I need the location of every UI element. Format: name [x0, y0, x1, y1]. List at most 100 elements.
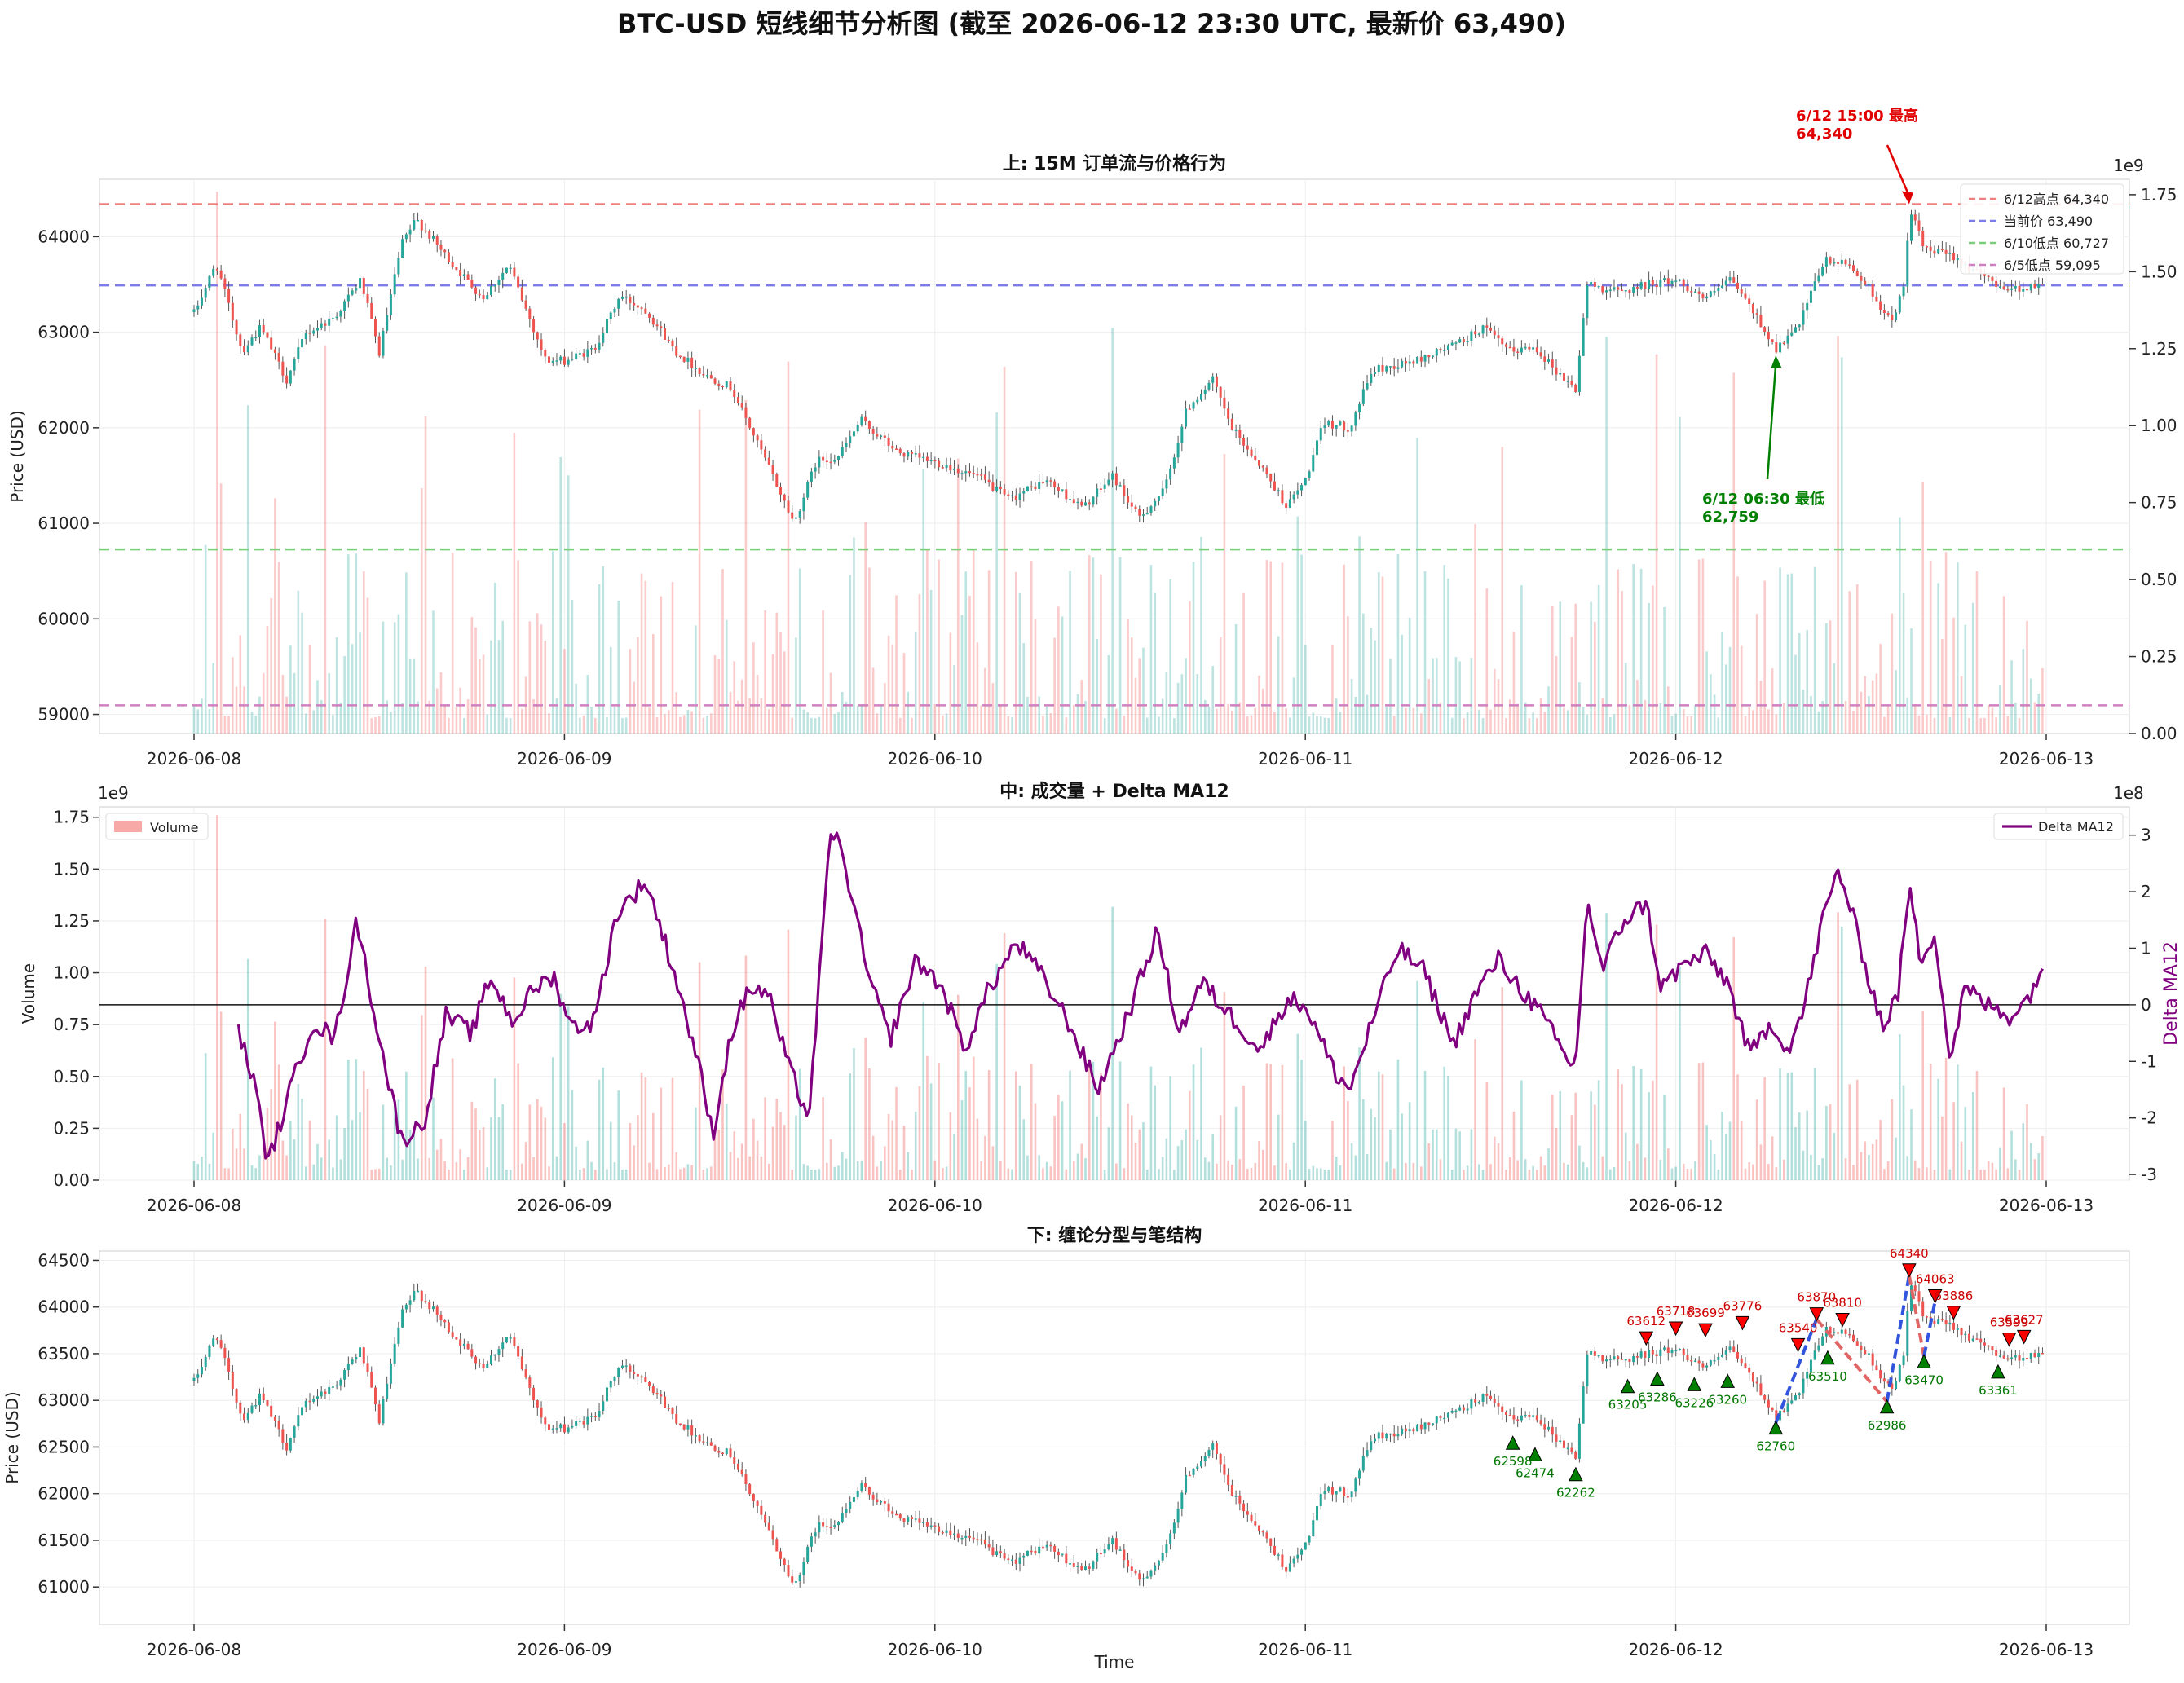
- candle-body: [1123, 485, 1126, 496]
- volume-bar: [725, 619, 728, 734]
- bottom-fractal-marker: [1917, 1354, 1931, 1368]
- candle-body: [895, 448, 898, 450]
- volume-bar: [1080, 679, 1083, 734]
- candle-body: [567, 1427, 570, 1433]
- candle-body: [2041, 284, 2044, 285]
- volume-bar: [1721, 1112, 1723, 1180]
- candle-body: [1767, 1399, 1770, 1408]
- candle-body: [655, 1393, 659, 1395]
- volume-bar: [362, 1070, 365, 1180]
- candle-body: [764, 1514, 767, 1523]
- candle-body: [373, 1387, 377, 1405]
- candle-body: [852, 431, 855, 437]
- candle-body: [1713, 1359, 1716, 1362]
- volume-bar: [1821, 701, 1824, 734]
- candle-body: [1574, 384, 1577, 392]
- candle-body: [1007, 494, 1010, 496]
- volume-bar: [1072, 1161, 1075, 1180]
- candle-body: [424, 230, 427, 232]
- candle-body: [548, 1424, 551, 1430]
- candle-body: [455, 267, 458, 271]
- candle-body: [1724, 1350, 1727, 1355]
- volume-bar: [1732, 936, 1736, 1180]
- candle-body: [1246, 445, 1249, 450]
- volume-bar: [1767, 709, 1770, 734]
- candle-body: [1061, 489, 1064, 491]
- volume-bar: [1775, 714, 1778, 734]
- volume-bar: [432, 610, 435, 734]
- volume-bar: [1408, 1102, 1411, 1180]
- y2-tick-label: 1.75: [2141, 185, 2177, 205]
- candle-body: [1886, 313, 1890, 315]
- volume-bar: [1613, 714, 1616, 734]
- volume-bar: [1327, 1170, 1330, 1180]
- candle-body: [910, 451, 913, 454]
- candle-body: [1432, 355, 1435, 358]
- candle-body: [2006, 289, 2010, 291]
- volume-bar: [1586, 714, 1589, 734]
- candle-body: [1790, 1400, 1794, 1404]
- candle-body: [351, 1359, 354, 1364]
- candle-body: [629, 1365, 632, 1372]
- candle-body: [1512, 1415, 1516, 1420]
- candle-body: [640, 307, 643, 309]
- volume-bar: [818, 1169, 821, 1180]
- candle-body: [555, 1428, 558, 1430]
- volume-bar: [1952, 1102, 1955, 1180]
- volume-bar: [223, 1168, 227, 1180]
- volume-bar: [1983, 717, 1986, 734]
- candle-body: [586, 1416, 589, 1425]
- y2-tick-label: 0.50: [2141, 570, 2177, 589]
- bottom-fractal-marker: [1687, 1377, 1702, 1391]
- candle-body: [219, 270, 223, 279]
- candle-body: [1871, 1353, 1874, 1366]
- volume-bar: [1211, 1134, 1215, 1180]
- candle-body: [1809, 290, 1812, 303]
- candle-body: [1038, 482, 1041, 490]
- bottom-fractal-label: 63205: [1608, 1398, 1648, 1412]
- candle-body: [551, 1428, 554, 1430]
- candle-body: [1138, 1573, 1141, 1580]
- candle-body: [1354, 1478, 1357, 1492]
- candle-body: [575, 353, 578, 359]
- candle-body: [1169, 468, 1172, 480]
- volume-bar: [1289, 717, 1291, 734]
- volume-bar: [532, 698, 535, 734]
- candle-body: [1632, 1355, 1635, 1363]
- bottom-fractal-marker: [1528, 1447, 1542, 1461]
- volume-bar: [1308, 716, 1311, 734]
- candle-body: [401, 1309, 404, 1328]
- volume-bar: [201, 1157, 203, 1180]
- candle-body: [1408, 361, 1411, 364]
- volume-bar: [1261, 1149, 1264, 1180]
- candle-body: [748, 417, 752, 429]
- volume-bar: [1281, 1064, 1284, 1180]
- candle-body: [1296, 1554, 1299, 1559]
- candle-body: [1755, 313, 1758, 315]
- volume-bar: [192, 1161, 196, 1180]
- candle-body: [995, 487, 999, 491]
- bottom-fractal-marker: [1768, 1420, 1784, 1435]
- volume-bar: [1423, 1070, 1427, 1180]
- volume-bar: [1100, 574, 1102, 734]
- volume-bar: [474, 627, 477, 734]
- candle-body: [876, 433, 879, 437]
- panel-title: 中: 成交量 + Delta MA12: [999, 781, 1229, 802]
- candle-body: [1775, 341, 1778, 353]
- candle-body: [651, 317, 655, 325]
- volume-bar: [1570, 1115, 1573, 1180]
- candle-body: [1045, 480, 1048, 483]
- volume-bar: [717, 1129, 721, 1180]
- candle-body: [1508, 346, 1511, 349]
- volume-bar: [1323, 1169, 1326, 1180]
- volume-bar: [1130, 1115, 1133, 1180]
- volume-bar: [624, 717, 628, 734]
- candle-body: [660, 326, 663, 328]
- candle-body: [324, 323, 327, 326]
- volume-bar: [439, 672, 443, 734]
- volume-bar: [1292, 1142, 1295, 1180]
- candle-body: [339, 311, 342, 317]
- candle-body: [1366, 383, 1369, 390]
- volume-bar: [463, 717, 465, 734]
- candle-body: [837, 456, 841, 460]
